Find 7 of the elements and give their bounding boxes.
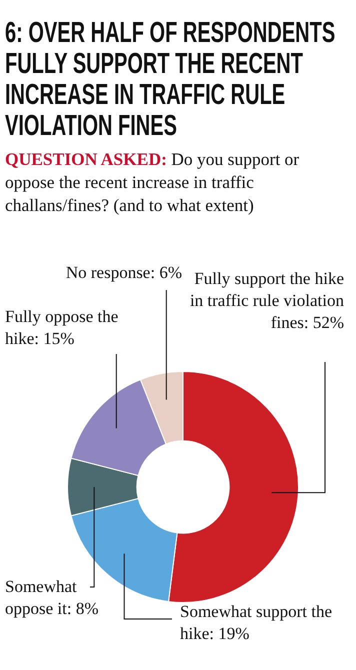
chart-subtitle: QUESTION ASKED: Do you support or oppose the recent increase in traffic challans/fines? (and to what extent) (5, 149, 300, 215)
slice-label: Fully oppose the hike: 15% (5, 307, 118, 348)
chart-title: 6: OVER HALF OF RESPONDENTS FULLY SUPPORT THE RECENT INCREASE IN TRAFFIC RULE VIOLATION FINES (5, 17, 336, 142)
slice-label: Fully support the hike in traffic rule violation fines: 52% (190, 269, 344, 332)
slice-label: Somewhat support the hike: 19% (180, 602, 332, 643)
slice-label: Somewhat oppose it: 8% (5, 577, 98, 618)
slice-label: No response: 6% (66, 263, 182, 282)
